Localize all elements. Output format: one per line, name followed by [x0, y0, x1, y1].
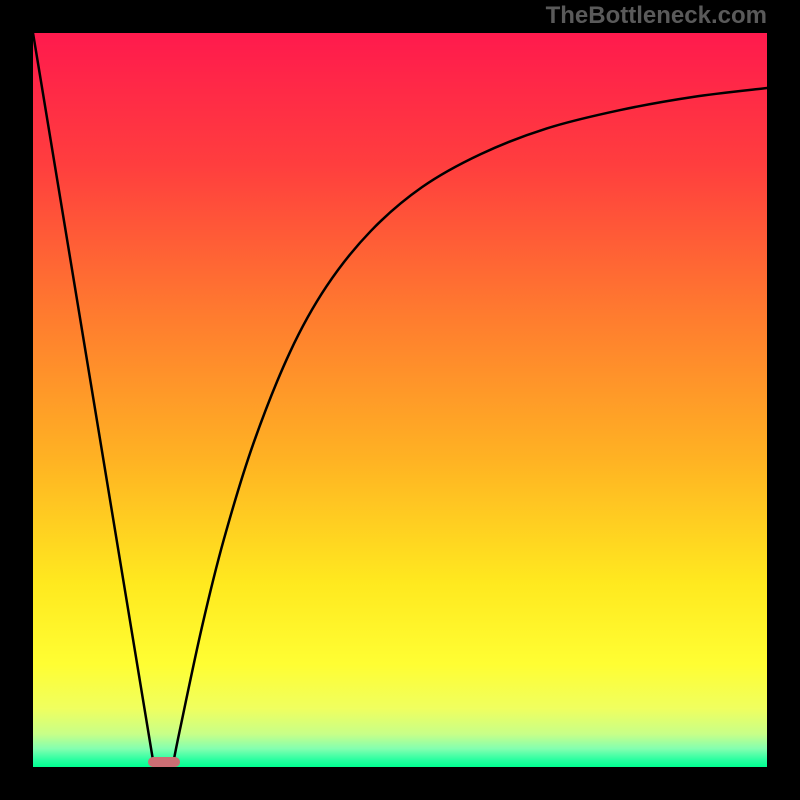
bottleneck-curve	[33, 33, 767, 767]
watermark-text: TheBottleneck.com	[546, 2, 767, 30]
plot-area	[33, 33, 767, 767]
optimum-marker	[148, 757, 180, 767]
chart-container: TheBottleneck.com	[0, 0, 800, 800]
chart-svg	[33, 33, 767, 767]
